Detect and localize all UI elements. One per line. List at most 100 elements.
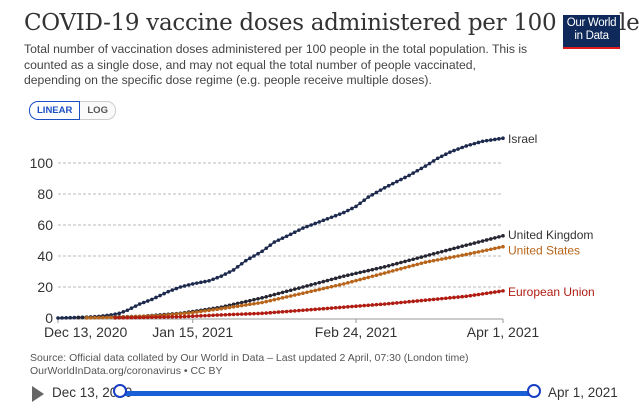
data-point <box>468 251 473 256</box>
data-point <box>411 263 415 268</box>
data-point <box>264 311 269 315</box>
log-scale-button[interactable]: LOG <box>80 101 116 120</box>
data-point <box>493 246 497 251</box>
data-point <box>284 295 289 299</box>
source-text: Source: Official data collated by Our Wo… <box>30 352 469 364</box>
timeline-track[interactable] <box>120 391 534 396</box>
data-point <box>382 186 387 190</box>
data-point <box>284 309 289 314</box>
x-tick-label: Jan 15, 2021 <box>152 324 233 340</box>
series-label: United States <box>508 244 580 258</box>
data-point <box>321 286 326 291</box>
timeline-start-label: Dec 13, 2020 <box>52 385 133 400</box>
data-point <box>468 293 473 298</box>
data-point <box>480 292 485 296</box>
data-point <box>190 282 195 286</box>
data-point <box>341 274 346 278</box>
data-point <box>231 268 236 272</box>
data-point <box>166 315 171 319</box>
owid-logo[interactable]: Our World in Data <box>563 15 620 49</box>
linear-scale-button[interactable]: LINEAR <box>29 101 81 120</box>
data-point <box>305 284 309 288</box>
data-point <box>276 310 281 314</box>
data-point <box>333 305 338 310</box>
data-point <box>121 315 126 320</box>
data-point <box>456 245 460 250</box>
data-point <box>309 307 313 312</box>
data-point <box>366 275 371 280</box>
data-point <box>158 315 162 319</box>
data-point <box>329 284 334 289</box>
data-point <box>170 315 175 319</box>
data-point <box>280 296 285 300</box>
data-point <box>166 289 171 294</box>
play-icon[interactable] <box>32 386 44 402</box>
data-point <box>333 213 338 218</box>
data-point <box>480 239 485 243</box>
series-israel <box>56 136 505 320</box>
data-point <box>199 280 203 285</box>
data-point <box>354 204 358 209</box>
data-point <box>321 218 326 223</box>
data-point <box>154 315 158 320</box>
data-point <box>354 278 358 283</box>
data-point <box>427 297 432 302</box>
data-point <box>190 310 195 315</box>
y-tick-label: 100 <box>30 155 54 171</box>
data-point <box>374 190 379 195</box>
data-point <box>370 274 375 279</box>
data-point <box>358 304 362 308</box>
data-point <box>464 252 469 257</box>
data-point <box>260 249 264 254</box>
data-point <box>403 175 407 180</box>
source-link[interactable]: OurWorldInData.org/coronavirus • CC BY <box>30 365 223 377</box>
data-point <box>260 311 264 316</box>
data-point <box>301 285 305 289</box>
data-point <box>378 188 383 192</box>
data-point <box>472 293 477 297</box>
data-point <box>407 173 411 178</box>
data-point <box>488 290 493 295</box>
data-point <box>182 284 187 288</box>
data-point <box>264 299 269 304</box>
data-point <box>133 304 138 308</box>
data-point <box>219 313 224 317</box>
data-point <box>150 297 154 302</box>
data-point <box>435 297 440 301</box>
data-point <box>235 301 240 306</box>
data-point <box>468 242 473 246</box>
data-point <box>84 316 89 320</box>
y-tick-label: 20 <box>37 279 53 295</box>
data-point <box>223 306 228 310</box>
data-point <box>186 314 191 319</box>
timeline-start-handle[interactable] <box>113 384 127 398</box>
data-point <box>460 145 464 150</box>
data-point <box>358 270 362 275</box>
data-point <box>431 258 436 263</box>
data-point <box>215 307 220 312</box>
data-point <box>362 269 366 274</box>
data-point <box>162 315 166 319</box>
data-point <box>243 303 248 307</box>
data-point <box>207 313 211 318</box>
line-chart: 0 20 40 60 80 100 Dec 13, 2020 Jan 15, 2021 Feb… <box>30 132 595 340</box>
data-point <box>272 292 277 297</box>
data-point <box>313 307 318 312</box>
data-point <box>211 308 215 312</box>
data-point <box>484 248 489 252</box>
data-point <box>117 315 122 320</box>
data-point <box>288 232 293 237</box>
data-point <box>125 315 130 320</box>
y-tick-label: 60 <box>37 217 53 233</box>
series-european-union <box>113 289 505 320</box>
data-point <box>497 235 501 239</box>
data-point <box>464 294 469 299</box>
data-point <box>239 300 244 305</box>
data-point <box>174 315 179 319</box>
data-point <box>439 257 444 261</box>
data-point <box>215 275 220 280</box>
timeline-end-handle[interactable] <box>527 384 541 398</box>
data-point <box>329 306 334 310</box>
data-point <box>268 243 273 247</box>
data-point <box>268 310 273 315</box>
